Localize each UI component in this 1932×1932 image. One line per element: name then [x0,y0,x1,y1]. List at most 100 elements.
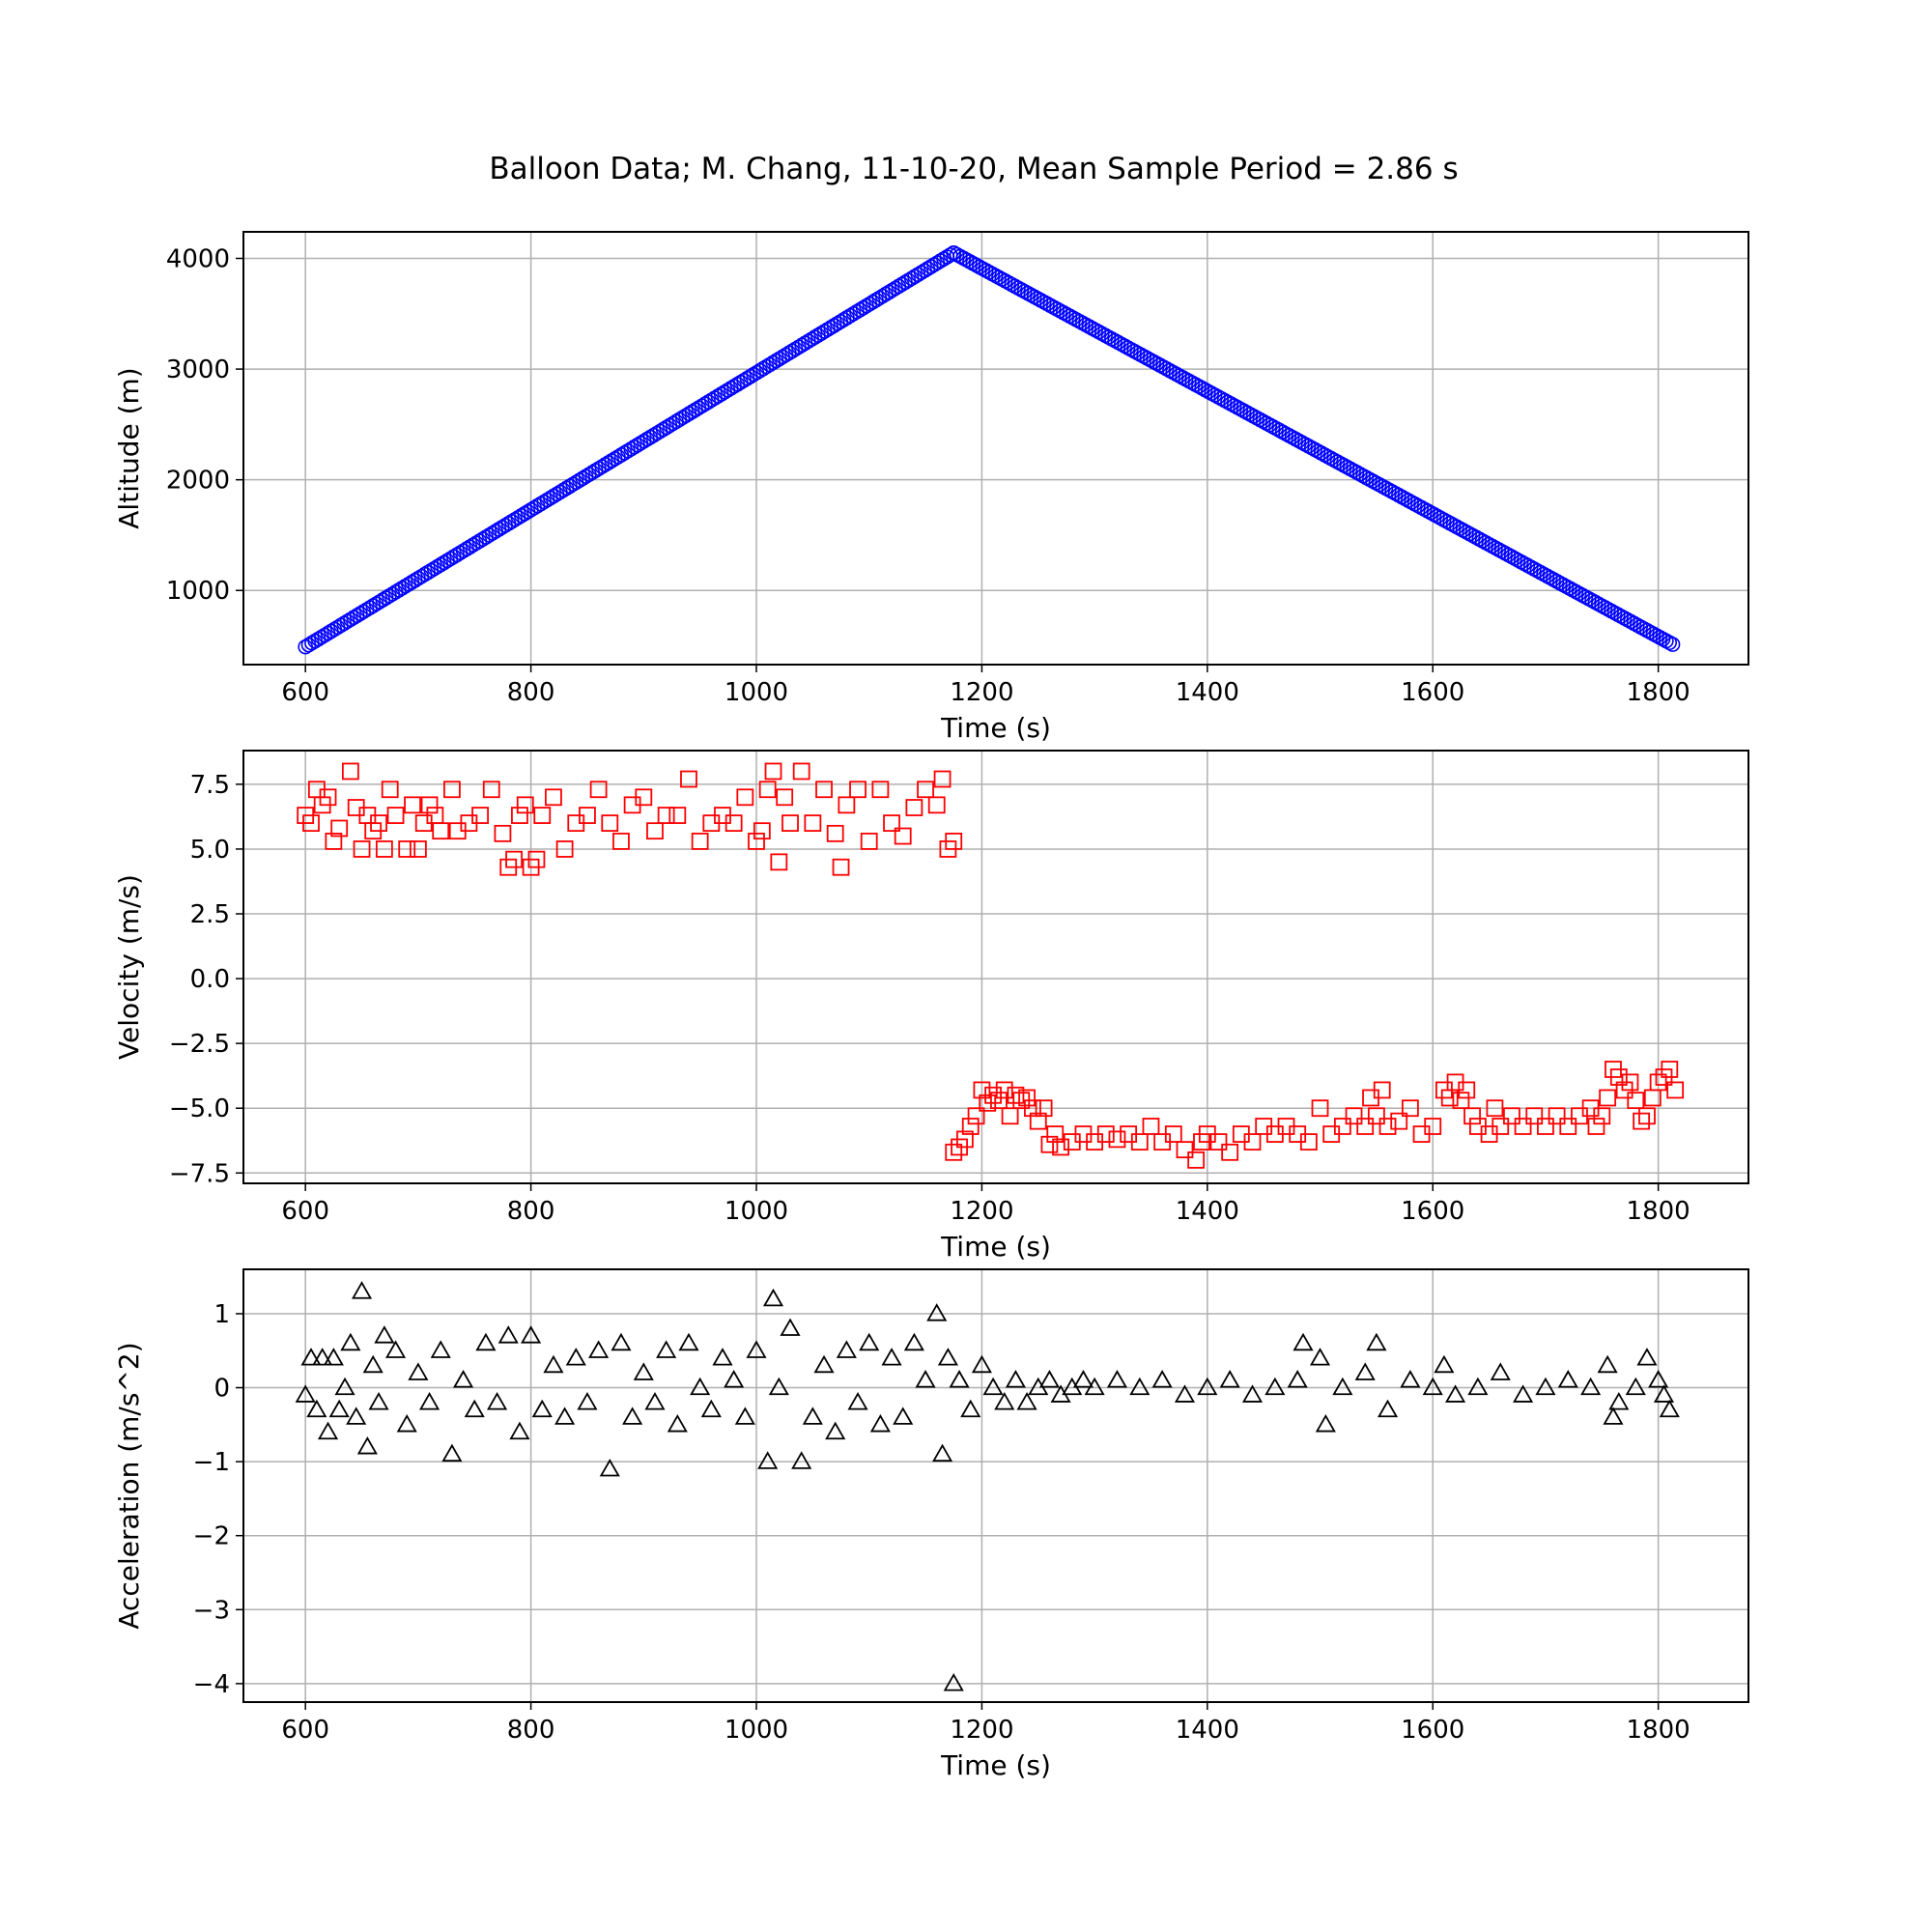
acceleration-x-tick-label: 1800 [1627,1716,1690,1745]
velocity-data-point [1503,1107,1520,1125]
velocity-data-point [933,770,952,788]
velocity-data-point [302,814,320,833]
velocity-data-point [668,807,687,824]
acceleration-data-point [881,1348,902,1366]
velocity-data-point [1311,1099,1329,1118]
acceleration-data-point [1309,1348,1331,1366]
velocity-y-tick-label: 0.0 [190,965,230,994]
altitude-y-tick-label: 4000 [166,244,230,273]
velocity-x-axis-label: Time (s) [940,1231,1051,1263]
velocity-data-point [579,807,596,824]
velocity-data-point [1356,1118,1375,1135]
acceleration-data-point [1490,1362,1511,1380]
acceleration-data-point [1580,1377,1602,1396]
acceleration-data-point [1400,1370,1421,1388]
acceleration-data-point [317,1421,339,1440]
velocity-data-point [319,788,337,807]
velocity-data-point [691,832,709,850]
velocity-data-point [1452,1092,1470,1110]
velocity-data-point [973,1081,991,1099]
velocity-data-point [917,781,934,799]
subplot-panels: 600 800 1000 1200 1400 1600 180010002000300040… [113,231,1749,1781]
acceleration-data-point [869,1414,891,1433]
velocity-data-point [984,1086,1002,1104]
acceleration-data-point [328,1399,350,1418]
acceleration-y-tick-label: 0 [213,1375,230,1404]
velocity-data-point [815,781,833,799]
velocity-data-point [386,807,405,824]
velocity-data-point [758,781,777,799]
acceleration-data-point [656,1340,677,1358]
velocity-data-point [398,840,416,858]
velocity-data-point [871,781,890,799]
velocity-data-point [555,840,574,858]
acceleration-data-point [836,1340,857,1358]
velocity-data-point [764,762,782,781]
acceleration-data-point [1151,1370,1173,1388]
acceleration-data-point [1557,1370,1578,1388]
velocity-data-point [1390,1112,1408,1130]
velocity-data-point [511,807,528,824]
acceleration-data-point [644,1392,666,1410]
acceleration-y-tick-label: −4 [193,1670,230,1699]
velocity-data-point [1367,1107,1385,1125]
velocity-data-point [680,770,697,788]
velocity-data-point [1333,1118,1351,1135]
velocity-data-point [748,832,765,850]
velocity-data-point [482,781,500,799]
acceleration-data-point [915,1370,936,1388]
acceleration-data-point [1354,1362,1376,1380]
acceleration-data-point [453,1370,474,1388]
acceleration-data-point [825,1421,846,1440]
acceleration-data-point [1072,1370,1094,1388]
acceleration-data-point [791,1451,812,1469]
altitude-y-axis-label: Altitude (m) [113,367,145,528]
acceleration-data-point [521,1325,542,1344]
velocity-data-point [849,781,867,799]
acceleration-data-point [356,1435,378,1455]
velocity-data-point [1666,1081,1685,1099]
acceleration-data-point [374,1325,395,1344]
acceleration-data-point [554,1406,576,1425]
acceleration-data-point [667,1414,688,1433]
velocity-data-point [494,824,512,842]
velocity-data-point [826,824,844,842]
altitude-axes-frame [242,231,1749,666]
velocity-data-point [612,832,630,850]
velocity-data-point [1299,1133,1318,1151]
altitude-x-tick-label: 1400 [1176,678,1239,707]
acceleration-data-point [419,1392,440,1410]
velocity-data-point [956,1130,974,1149]
velocity-data-point [860,832,878,850]
acceleration-data-point [762,1288,784,1307]
velocity-data-point [894,827,912,845]
velocity-data-point [1142,1118,1160,1135]
acceleration-data-point [464,1399,485,1418]
velocity-data-point [1130,1133,1149,1151]
acceleration-data-point [1434,1354,1455,1374]
velocity-markers [297,762,1685,1169]
acceleration-data-point [1648,1370,1669,1388]
velocity-x-tick-label: 800 [507,1197,555,1226]
acceleration-data-point [768,1377,789,1396]
velocity-data-point [1458,1081,1476,1099]
acceleration-data-point [543,1354,564,1374]
velocity-x-tick-label: 600 [281,1197,329,1226]
altitude-subplot: 600 800 1000 1200 1400 1600 1800 1000 2000 3000 40… [113,231,1749,744]
acceleration-x-tick-label: 1000 [724,1716,788,1745]
acceleration-data-point [340,1332,361,1351]
velocity-data-point [832,858,850,876]
velocity-data-point [724,814,743,833]
velocity-data-point [1486,1099,1504,1118]
velocity-data-point [1243,1133,1262,1151]
velocity-data-point [601,814,619,833]
acceleration-x-tick-label: 1600 [1401,1716,1464,1745]
velocity-data-point [1018,1089,1036,1107]
velocity-data-point [1040,1135,1059,1153]
acceleration-data-point [813,1354,835,1374]
acceleration-data-point [690,1377,711,1396]
acceleration-axes-frame [242,1268,1749,1703]
velocity-data-point [545,788,562,807]
acceleration-data-point [678,1332,699,1351]
